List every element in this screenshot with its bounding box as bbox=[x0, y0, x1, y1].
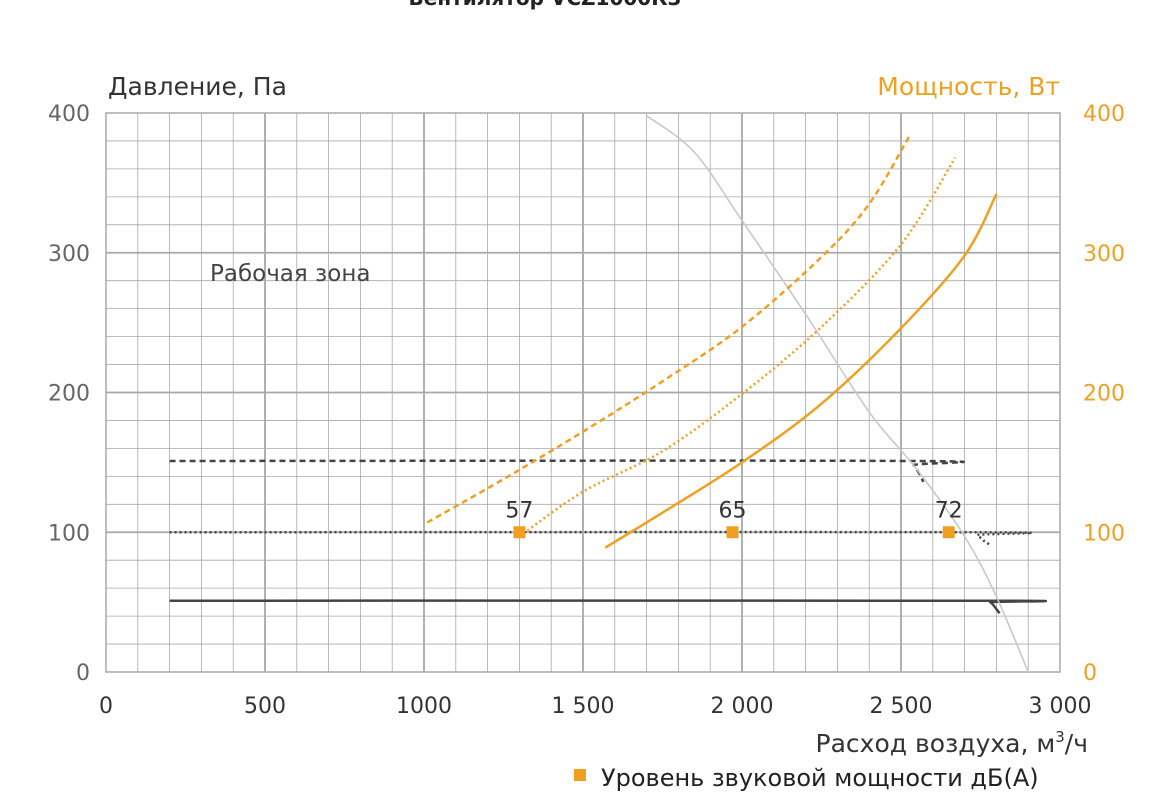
x-axis-title-sup: 3 bbox=[1055, 728, 1065, 746]
x-tick-label: 1000 bbox=[396, 694, 452, 719]
sound-power-label: 57 bbox=[505, 498, 533, 523]
right-y-tick-label: 0 bbox=[1083, 661, 1097, 686]
left-y-tick-label: 100 bbox=[48, 521, 90, 546]
chart-title: Вентилятор VCZ1000К3 bbox=[409, 0, 682, 10]
series-line-6 bbox=[604, 193, 998, 549]
plot-grid bbox=[105, 112, 1061, 673]
right-axis-title: Мощность, Вт bbox=[877, 72, 1060, 101]
series-line-2 bbox=[169, 599, 1047, 615]
x-axis-title: Расход воздуха, м3/ч bbox=[816, 728, 1088, 758]
x-tick-label: 500 bbox=[244, 694, 286, 719]
x-tick-label: 0 bbox=[99, 694, 113, 719]
right-y-tick-label: 200 bbox=[1083, 382, 1125, 407]
markers-group: 57 65 72 bbox=[505, 498, 963, 539]
series-line-5 bbox=[518, 157, 957, 538]
sound-power-label: 65 bbox=[718, 498, 746, 523]
series-line-3 bbox=[646, 115, 1029, 673]
working-zone-label: Рабочая зона bbox=[210, 261, 370, 287]
left-y-tick-label: 200 bbox=[48, 382, 90, 407]
legend-label: Уровень звуковой мощности дБ(А) bbox=[601, 764, 1039, 792]
sound-power-label: 72 bbox=[935, 498, 963, 523]
left-axis-title: Давление, Па bbox=[108, 72, 287, 101]
legend: Уровень звуковой мощности дБ(А) bbox=[574, 764, 1039, 792]
series-line-0 bbox=[169, 459, 965, 483]
left-y-tick-label: 0 bbox=[76, 661, 90, 686]
x-axis-title-tail: /ч bbox=[1065, 729, 1088, 758]
right-y-tick-label: 300 bbox=[1083, 242, 1125, 267]
left-y-tick-label: 400 bbox=[48, 102, 90, 127]
series-group bbox=[169, 115, 1047, 673]
right-y-tick-label: 400 bbox=[1083, 102, 1125, 127]
series-line-4 bbox=[426, 133, 912, 524]
legend-marker bbox=[574, 769, 586, 781]
left-y-tick-label: 300 bbox=[48, 242, 90, 267]
right-y-tick-label: 100 bbox=[1083, 521, 1125, 546]
x-tick-label: 2 000 bbox=[711, 694, 774, 719]
sound-power-marker bbox=[726, 526, 739, 539]
x-tick-label: 1 500 bbox=[552, 694, 615, 719]
sound-power-marker bbox=[942, 526, 955, 539]
x-tick-label: 3 000 bbox=[1029, 694, 1092, 719]
x-axis-title-main: Расход воздуха, м bbox=[816, 729, 1056, 758]
x-tick-label: 2 500 bbox=[870, 694, 933, 719]
sound-power-marker bbox=[513, 526, 526, 539]
